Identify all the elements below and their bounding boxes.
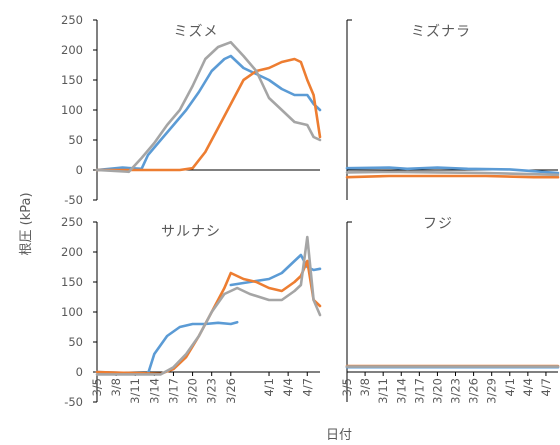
x-tick-label: 4/7: [300, 378, 314, 397]
y-tick-label: 0: [76, 163, 83, 177]
x-tick-label: 3/14: [394, 378, 408, 404]
chart-panel-top-right: ミズナラ: [345, 19, 560, 200]
series-line-blue: [345, 166, 560, 175]
x-tick-label: 3/23: [205, 378, 219, 404]
x-tick-label: 3/20: [186, 378, 200, 404]
y-tick-label: 150: [61, 73, 83, 87]
x-tick-label: 4/7: [539, 378, 553, 397]
x-axis-label: 日付: [326, 428, 352, 443]
y-tick-label: 250: [61, 13, 83, 27]
series-line-blue: [95, 54, 322, 172]
x-tick-label: 4/4: [281, 378, 295, 397]
x-tick-label: 3/11: [376, 378, 390, 404]
series-line-blue: [95, 320, 239, 376]
y-tick-label: 50: [68, 335, 83, 349]
y-tick-label: -50: [64, 193, 83, 207]
y-tick-label: -50: [64, 395, 83, 409]
x-tick-label: 4/1: [503, 378, 517, 397]
x-tick-label: 3/11: [128, 378, 142, 404]
panel-title: ミズナラ: [411, 24, 471, 40]
x-tick-label: 4/1: [262, 378, 276, 397]
x-tick-label: 3/14: [147, 378, 161, 404]
x-tick-label: 3/17: [166, 378, 180, 404]
x-tick-label: 3/26: [224, 378, 238, 404]
panel-title: サルナシ: [161, 224, 221, 240]
y-axis-label: 根圧 (kPa): [19, 192, 34, 255]
y-tick-label: 150: [61, 275, 83, 289]
x-tick-label: 3/5: [340, 378, 354, 397]
panel-title: ミズメ: [174, 24, 219, 40]
y-tick-label: 250: [61, 215, 83, 229]
chart-panel-bottom-left: -50 0 50 100 150 200 250 3/5 3/8 3/11 3/14 3/17 3/20…: [61, 215, 322, 409]
y-tick-label: 100: [61, 103, 83, 117]
panel-title: フジ: [423, 216, 453, 232]
x-tick-label: 3/17: [412, 378, 426, 404]
x-tick-label: 3/20: [430, 378, 444, 404]
chart-panel-top-left: -50 0 50 100 150 200 250 ミズメ: [61, 13, 322, 207]
y-tick-label: 200: [61, 245, 83, 259]
series-line-gray: [95, 235, 322, 376]
x-tick-label: 3/26: [467, 378, 481, 404]
series-line-gray: [95, 40, 322, 174]
x-tick-label: 3/23: [449, 378, 463, 404]
y-tick-label: 200: [61, 43, 83, 57]
x-tick-label: 3/8: [358, 378, 372, 397]
y-tick-label: 0: [76, 365, 83, 379]
x-tick-label: 3/8: [109, 378, 123, 397]
x-tick-label: 3/5: [90, 378, 104, 397]
y-tick-label: 50: [68, 133, 83, 147]
series-line-orange: [345, 174, 560, 179]
x-tick-label: 3/29: [485, 378, 499, 404]
y-tick-label: 100: [61, 305, 83, 319]
chart-panel-bottom-right: 3/5 3/8 3/11 3/14 3/17 3/20 3/23 3/26 3/29 4/1 4/4…: [340, 216, 560, 404]
series-line-gray: [345, 170, 560, 177]
x-tick-label: 4/4: [521, 378, 535, 397]
